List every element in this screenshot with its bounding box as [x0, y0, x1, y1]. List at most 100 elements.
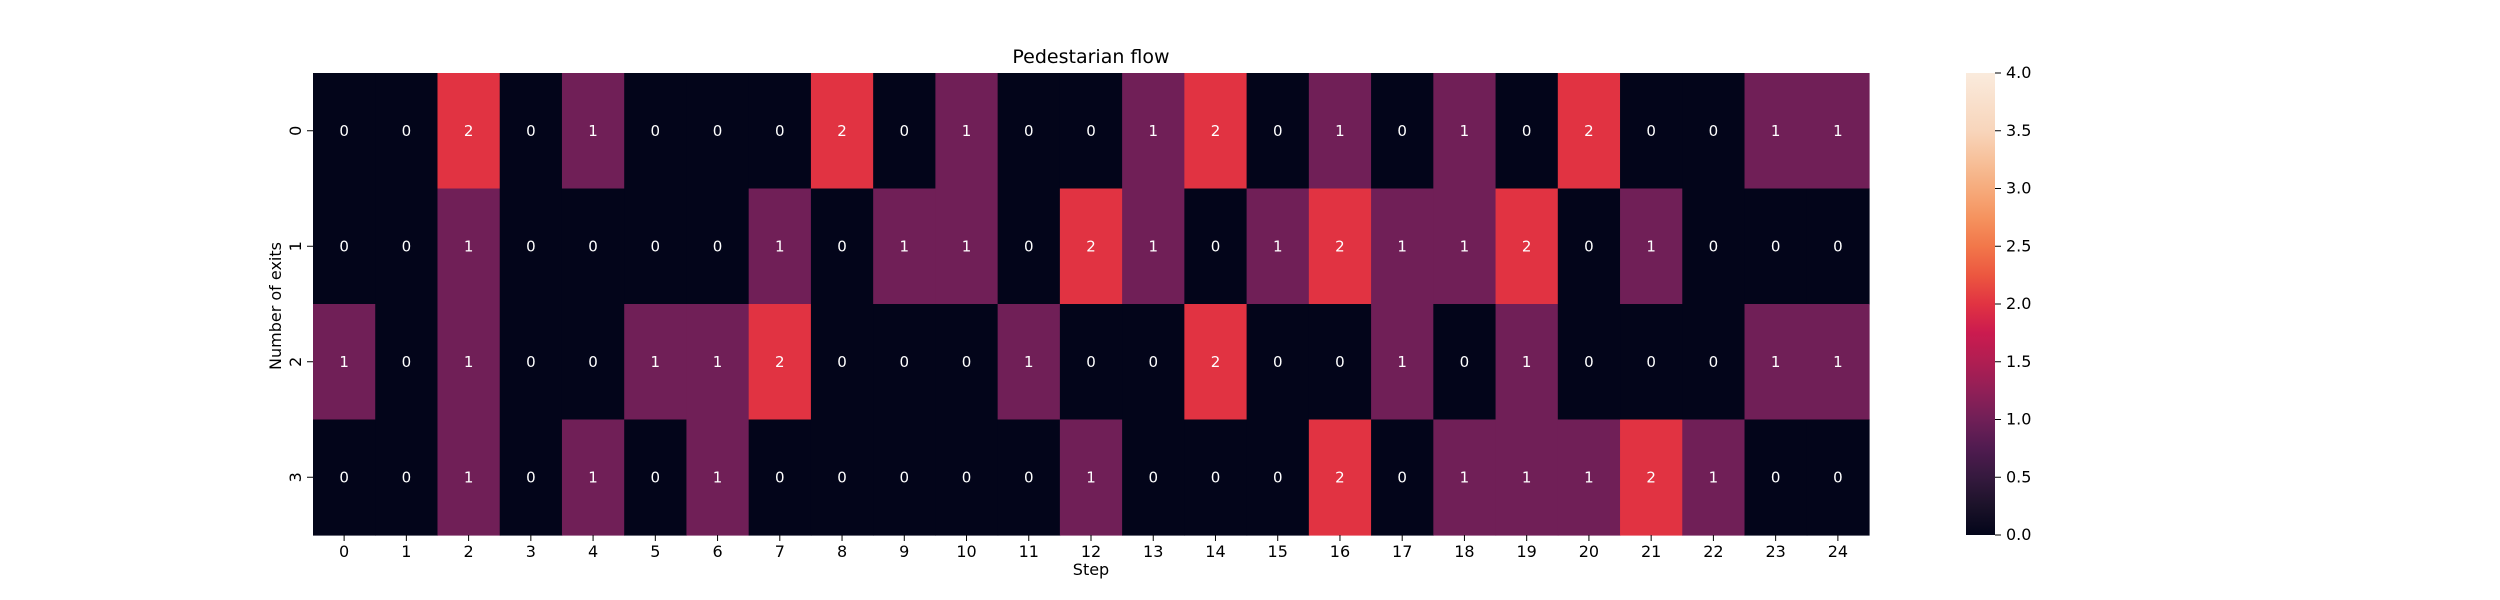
x-tick-label: 6: [712, 542, 722, 561]
x-tick-label: 17: [1392, 542, 1412, 561]
heatmap-cell: [499, 188, 563, 305]
colorbar-tick-label: 1.5: [2006, 352, 2031, 371]
cell-value-label: 0: [588, 237, 598, 255]
cell-value-label: 1: [713, 353, 723, 371]
heatmap-cell: [1682, 188, 1746, 305]
cell-value-label: 0: [402, 468, 412, 486]
heatmap-cell: [1806, 304, 1870, 421]
cell-value-label: 2: [837, 122, 847, 140]
heatmap-cell: [686, 419, 750, 536]
cell-value-label: 0: [1771, 468, 1781, 486]
heatmap-cells: [313, 73, 1870, 536]
cell-value-label: 2: [1086, 237, 1096, 255]
cell-value-label: 1: [1024, 353, 1034, 371]
heatmap-cell: [313, 304, 376, 421]
cell-value-label: 0: [1211, 468, 1221, 486]
heatmap-cell: [1744, 73, 1808, 190]
x-tick-label: 16: [1330, 542, 1350, 561]
heatmap-cell: [1122, 304, 1185, 421]
heatmap-cell: [561, 73, 625, 190]
cell-value-label: 0: [1397, 468, 1407, 486]
heatmap-cell: [313, 188, 376, 305]
colorbar: [1966, 73, 1995, 535]
heatmap-cell: [1059, 73, 1123, 190]
cell-value-label: 1: [1273, 237, 1283, 255]
x-tick-label: 0: [339, 542, 349, 561]
heatmap-cell: [1557, 304, 1621, 421]
heatmap-cell: [748, 304, 812, 421]
cell-value-label: 1: [1522, 468, 1532, 486]
cell-value-label: 1: [962, 237, 972, 255]
heatmap-cell: [437, 419, 501, 536]
heatmap-cell: [1059, 419, 1123, 536]
x-tick-label: 11: [1019, 542, 1039, 561]
x-tick-label: 15: [1268, 542, 1288, 561]
cell-value-label: 0: [402, 353, 412, 371]
cell-value-label: 0: [775, 122, 785, 140]
heatmap-cell: [1122, 419, 1185, 536]
heatmap-cell: [873, 188, 936, 305]
cell-value-label: 0: [1273, 468, 1283, 486]
heatmap-cell: [1433, 304, 1497, 421]
cell-value-label: 0: [900, 468, 910, 486]
x-tick-label: 23: [1765, 542, 1785, 561]
x-tick-label: 9: [899, 542, 909, 561]
cell-value-label: 0: [1709, 122, 1719, 140]
heatmap-cell: [624, 188, 688, 305]
cell-value-label: 2: [775, 353, 785, 371]
heatmap-cell: [997, 188, 1061, 305]
heatmap-cell: [1620, 419, 1683, 536]
colorbar-tick-label: 1.0: [2006, 410, 2031, 429]
cell-value-label: 1: [1646, 237, 1656, 255]
x-tick-label: 3: [526, 542, 536, 561]
cell-value-label: 0: [713, 237, 723, 255]
cell-value-label: 1: [651, 353, 661, 371]
cell-value-label: 1: [900, 237, 910, 255]
heatmap-cell: [375, 304, 439, 421]
heatmap-cell: [499, 419, 563, 536]
heatmap-cell: [1433, 419, 1497, 536]
heatmap-cell: [561, 304, 625, 421]
heatmap-cell: [1433, 73, 1497, 190]
heatmap-cell: [935, 419, 999, 536]
cell-value-label: 0: [962, 468, 972, 486]
heatmap-cell: [997, 73, 1061, 190]
x-tick-label: 21: [1641, 542, 1661, 561]
heatmap-cell: [1059, 304, 1123, 421]
cell-value-label: 2: [1211, 122, 1221, 140]
colorbar-tick-label: 2.5: [2006, 236, 2031, 255]
heatmap-cell: [1246, 304, 1310, 421]
heatmap-cell: [1184, 73, 1248, 190]
x-tick-label: 4: [588, 542, 598, 561]
heatmap-cell: [1308, 188, 1372, 305]
heatmap-cell: [1806, 419, 1870, 536]
y-tick-label: 2: [286, 357, 305, 367]
cell-value-label: 1: [464, 237, 474, 255]
heatmap-cell: [1620, 188, 1683, 305]
x-tick-label: 18: [1454, 542, 1474, 561]
cell-value-label: 0: [1646, 122, 1656, 140]
cell-value-label: 0: [1086, 353, 1096, 371]
cell-value-label: 2: [1646, 468, 1656, 486]
cell-value-label: 1: [1709, 468, 1719, 486]
x-tick-label: 24: [1828, 542, 1848, 561]
x-tick-label: 12: [1081, 542, 1101, 561]
cell-value-label: 1: [1771, 353, 1781, 371]
heatmap-cell: [997, 304, 1061, 421]
cell-value-label: 0: [1522, 122, 1532, 140]
heatmap-cell: [686, 73, 750, 190]
cell-value-label: 1: [1584, 468, 1594, 486]
cell-value-label: 2: [1335, 468, 1345, 486]
x-tick-label: 19: [1517, 542, 1537, 561]
heatmap-cell: [810, 304, 874, 421]
cell-value-label: 0: [339, 468, 349, 486]
cell-value-label: 0: [837, 237, 847, 255]
heatmap-cell: [1744, 419, 1808, 536]
heatmap-cell: [1495, 188, 1559, 305]
heatmap-cell: [375, 188, 439, 305]
cell-value-label: 0: [402, 237, 412, 255]
cell-value-label: 1: [464, 468, 474, 486]
y-tick-label: 1: [286, 241, 305, 251]
heatmap-cell: [1308, 73, 1372, 190]
